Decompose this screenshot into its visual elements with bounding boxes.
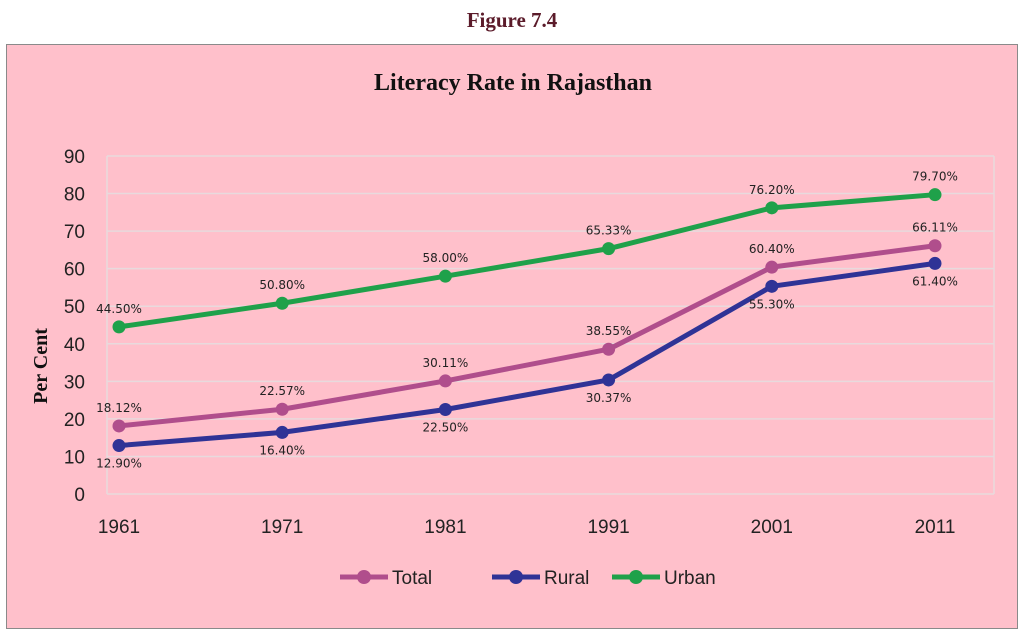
data-point-urban	[928, 188, 942, 202]
data-label-rural: 61.40%	[912, 274, 958, 288]
gridlines	[106, 155, 995, 495]
data-label-urban: 76.20%	[749, 183, 795, 197]
y-tick-label: 90	[64, 147, 85, 168]
y-tick-label: 10	[64, 447, 85, 468]
data-label-urban: 50.80%	[259, 278, 305, 292]
data-label-total: 60.40%	[749, 242, 795, 256]
y-tick-label: 30	[64, 372, 85, 393]
data-point-total	[112, 419, 126, 433]
chart-panel: Literacy Rate in Rajasthan Per Cent 0 10 2…	[6, 44, 1018, 629]
data-point-urban	[765, 201, 779, 215]
legend-label-total: Total	[392, 568, 432, 589]
series-line-total	[118, 243, 936, 429]
data-point-rural	[275, 425, 289, 439]
legend: Total Rural Urban	[340, 568, 716, 589]
y-tick-label: 0	[74, 485, 85, 506]
y-axis-label: Per Cent	[30, 328, 52, 404]
data-label-rural: 16.40%	[259, 443, 305, 457]
legend-marker-rural	[509, 570, 523, 584]
data-point-rural	[602, 373, 616, 387]
data-point-urban	[275, 296, 289, 310]
x-tick-label: 1991	[587, 517, 629, 538]
y-tick-label: 40	[64, 335, 85, 356]
y-tick-label: 70	[64, 222, 85, 243]
x-axis-ticks: 1961 1971 1981 1991 2001 2011	[98, 517, 956, 538]
data-label-rural: 30.37%	[586, 391, 632, 405]
line-chart: Literacy Rate in Rajasthan Per Cent 0 10 2…	[30, 70, 995, 589]
data-label-total: 22.57%	[259, 384, 305, 398]
data-label-rural: 12.90%	[96, 457, 142, 471]
data-point-rural	[438, 403, 452, 416]
y-tick-label: 20	[64, 410, 85, 431]
series-line-rural	[118, 260, 936, 449]
chart-title: Literacy Rate in Rajasthan	[374, 70, 652, 96]
x-tick-label: 2011	[915, 517, 956, 538]
data-label-urban: 79.70%	[912, 170, 958, 184]
legend-marker-total	[357, 570, 371, 584]
data-point-urban	[438, 269, 452, 283]
data-point-total	[438, 374, 452, 388]
y-axis-ticks: 0 10 20 30 40 50 60 70 80 90	[64, 147, 85, 506]
data-point-total	[765, 260, 779, 274]
y-tick-label: 60	[64, 260, 85, 281]
series-line-urban	[118, 192, 936, 330]
data-point-rural	[112, 439, 126, 453]
legend-marker-urban	[629, 570, 643, 584]
data-point-total	[928, 239, 942, 253]
x-tick-label: 1961	[98, 517, 140, 538]
data-labels: 18.12% 22.57% 30.11% 38.55% 60.40% 66.11% 12.9…	[96, 170, 958, 471]
x-tick-label: 2001	[751, 517, 793, 538]
data-label-total: 30.11%	[423, 356, 469, 370]
series-lines	[112, 188, 942, 453]
data-label-urban: 65.33%	[586, 224, 632, 238]
data-point-rural	[765, 279, 779, 293]
y-tick-label: 80	[64, 185, 85, 206]
data-point-total	[275, 402, 289, 416]
data-point-total	[602, 342, 616, 356]
figure-label: Figure 7.4	[466, 8, 558, 32]
y-tick-label: 50	[64, 297, 85, 318]
data-label-total: 18.12%	[96, 401, 142, 415]
data-label-urban: 58.00%	[423, 251, 469, 265]
data-label-rural: 22.50%	[423, 421, 469, 435]
x-tick-label: 1971	[261, 517, 303, 538]
data-label-total: 66.11%	[912, 221, 958, 235]
legend-label-rural: Rural	[544, 568, 589, 589]
data-label-total: 38.55%	[586, 324, 632, 338]
data-point-rural	[928, 256, 942, 270]
data-point-urban	[112, 320, 126, 334]
x-tick-label: 1981	[424, 517, 466, 538]
data-point-urban	[602, 242, 616, 256]
data-label-urban: 44.50%	[96, 302, 142, 316]
data-label-rural: 55.30%	[749, 297, 795, 311]
legend-label-urban: Urban	[664, 568, 716, 589]
